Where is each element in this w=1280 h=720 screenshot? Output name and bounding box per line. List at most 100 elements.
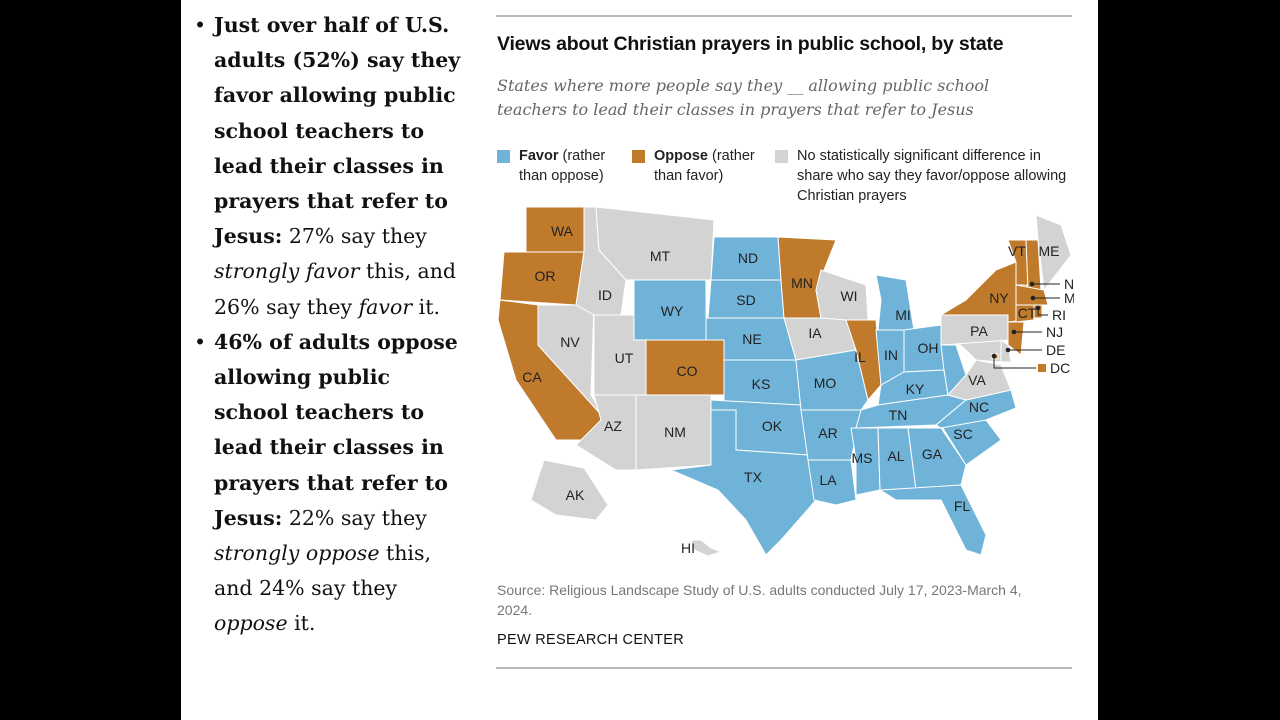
callout-dot-ma <box>1030 295 1036 301</box>
callout-line-ri <box>1037 308 1048 316</box>
state-label-nj: NJ <box>1046 324 1063 340</box>
state-label-de: DE <box>1046 342 1065 358</box>
callout-dot-ri <box>1035 305 1041 311</box>
callout-dot-de <box>1005 347 1011 353</box>
state-label-mt: MT <box>650 248 671 264</box>
state-label-pa: PA <box>970 323 988 339</box>
bullet-em: favor <box>358 294 413 319</box>
state-label-nv: NV <box>560 334 580 350</box>
state-tx <box>669 409 817 556</box>
state-label-il: IL <box>854 349 866 365</box>
bullet-text: 22% say they <box>282 505 427 530</box>
bullet-text: 27% say they <box>282 224 427 249</box>
state-label-oh: OH <box>918 340 939 356</box>
legend-none: No statistically significant difference … <box>775 146 1070 206</box>
legend-label: Favor <box>519 148 559 164</box>
state-label-ms: MS <box>852 450 873 466</box>
state-label-az: AZ <box>604 418 622 434</box>
legend-text: No statistically significant difference … <box>797 148 1067 204</box>
legend-favor: Favor (rather than oppose) <box>497 146 622 186</box>
legend-label: Oppose <box>654 148 708 164</box>
state-label-me: ME <box>1039 243 1060 259</box>
legend-oppose: Oppose (rather than favor) <box>632 146 767 186</box>
state-me <box>1035 214 1072 292</box>
state-label-ks: KS <box>752 376 771 392</box>
state-fl <box>878 484 987 556</box>
state-label-la: LA <box>819 472 837 488</box>
state-nj <box>1007 321 1025 356</box>
top-rule <box>496 15 1072 17</box>
state-label-mn: MN <box>791 275 813 291</box>
state-label-fl: FL <box>954 498 971 514</box>
state-label-or: OR <box>535 268 556 284</box>
state-label-wi: WI <box>840 288 857 304</box>
state-hi <box>690 539 723 557</box>
bullet-em: strongly oppose <box>214 541 380 566</box>
state-label-dc: DC <box>1050 360 1070 376</box>
state-label-va: VA <box>968 372 986 388</box>
state-label-al: AL <box>887 448 904 464</box>
state-label-tx: TX <box>744 469 763 485</box>
state-label-mi: MI <box>895 307 911 323</box>
state-label-wa: WA <box>551 223 574 239</box>
legend-swatch-none <box>775 150 788 163</box>
state-label-vt: VT <box>1008 243 1026 259</box>
state-label-in: IN <box>884 347 898 363</box>
bullet-favor: Just over half of U.S. adults (52%) say … <box>192 8 462 325</box>
state-label-nh: NH <box>1064 276 1074 292</box>
state-label-ne: NE <box>742 331 761 347</box>
state-label-ar: AR <box>818 425 837 441</box>
chart-figure: Views about Christian prayers in public … <box>496 0 1074 720</box>
state-va <box>947 359 1012 401</box>
state-label-ct: CT <box>1018 305 1037 321</box>
state-label-tn: TN <box>889 407 908 423</box>
bullet-text: this, and 24% say they <box>214 541 432 601</box>
bullet-em: oppose <box>214 611 288 636</box>
state-ms <box>850 427 881 496</box>
bullet-text: this, and 26% say they <box>214 259 457 319</box>
state-ct <box>1015 304 1035 323</box>
state-vt <box>1007 239 1029 286</box>
bottom-rule <box>496 667 1072 669</box>
state-label-wy: WY <box>661 303 684 319</box>
source-note: Source: Religious Landscape Study of U.S… <box>497 582 1022 618</box>
legend-text: (rather than favor) <box>654 148 755 184</box>
bullet-text: it. <box>412 294 440 319</box>
state-label-mo: MO <box>814 375 837 391</box>
legend-swatch-favor <box>497 150 510 163</box>
state-label-ri: RI <box>1052 307 1066 323</box>
state-label-sc: SC <box>953 426 972 442</box>
state-label-id: ID <box>598 287 612 303</box>
state-label-ok: OK <box>762 418 783 434</box>
bullet-text: it. <box>287 611 316 636</box>
state-label-ia: IA <box>808 325 822 341</box>
state-label-nm: NM <box>664 424 686 440</box>
state-la <box>807 459 857 506</box>
state-ak <box>530 459 609 521</box>
bullet-bold: Just over half of U.S. adults (52%) say … <box>214 13 461 249</box>
bullet-em: strongly favor <box>214 259 360 284</box>
callout-dot-nj <box>1011 329 1017 335</box>
state-label-sd: SD <box>736 292 755 308</box>
legend-swatch-oppose <box>632 150 645 163</box>
state-label-ga: GA <box>922 446 943 462</box>
state-label-ca: CA <box>522 369 542 385</box>
state-label-ky: KY <box>906 381 925 397</box>
state-il <box>845 319 882 402</box>
chart-subtitle: States where more people say they __ all… <box>497 76 990 119</box>
brand-logo: PEW RESEARCH CENTER <box>497 632 684 648</box>
callout-dot-dc <box>991 353 997 359</box>
state-ma <box>1015 284 1049 306</box>
chart-title: Views about Christian prayers in public … <box>497 33 1004 55</box>
state-label-nc: NC <box>969 399 989 415</box>
state-label-ny: NY <box>989 290 1009 306</box>
legend-text: (rather than oppose) <box>519 148 606 184</box>
state-label-ut: UT <box>615 350 634 366</box>
state-label-hi: HI <box>681 540 695 556</box>
callout-line-dc <box>993 356 1036 369</box>
state-label-ma: MA <box>1064 290 1074 306</box>
state-label-ak: AK <box>566 487 585 503</box>
us-map: WA OR CA NV ID MT WY UT CO AZ NM ND SD NE KS OK TX MN IA MO… <box>497 206 1074 557</box>
bullet-bold: 46% of adults oppose allowing public sch… <box>214 329 458 530</box>
state-mo <box>795 349 869 411</box>
